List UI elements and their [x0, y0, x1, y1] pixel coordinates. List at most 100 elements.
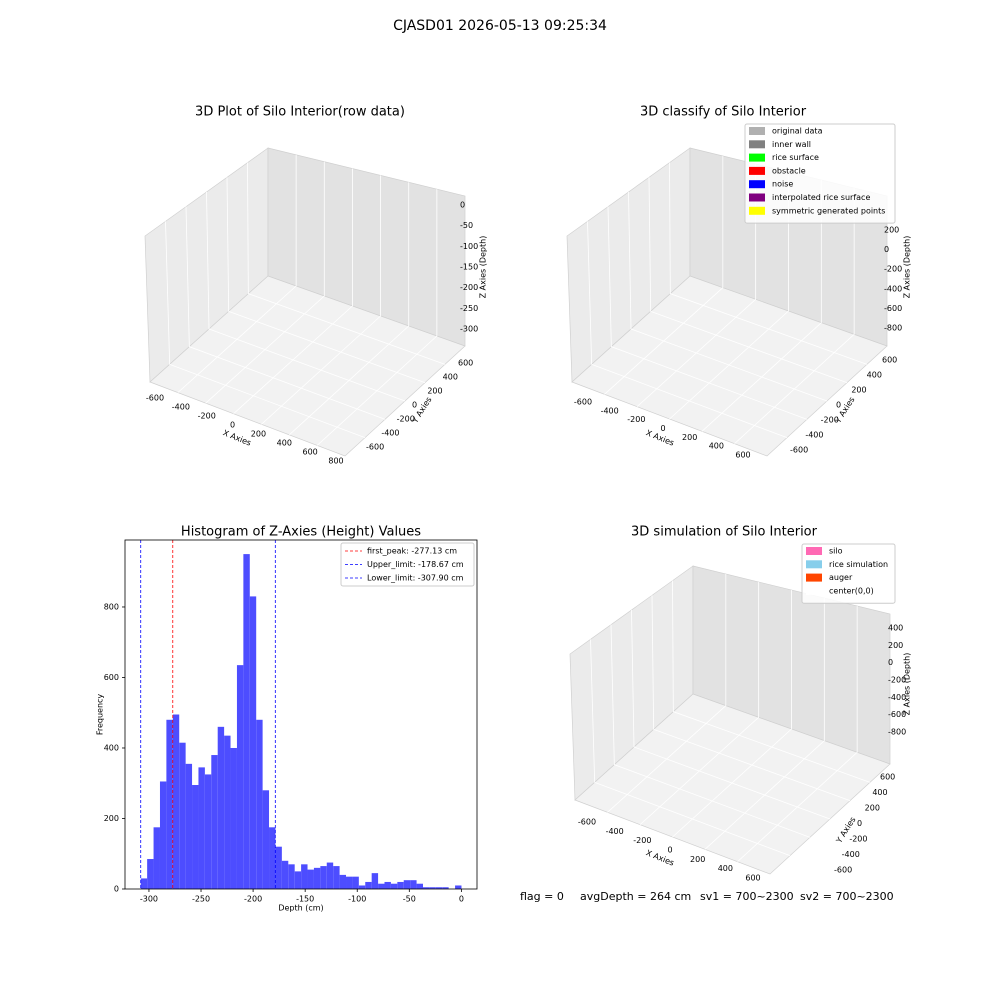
x-tick-label: 200: [682, 433, 697, 442]
grid-line: [206, 191, 406, 402]
y-tick-label: 200: [427, 387, 442, 396]
legend-swatch: [749, 180, 765, 189]
legend-label: silo: [829, 547, 843, 556]
grid-line: [587, 221, 788, 439]
bar: [281, 860, 289, 889]
bar: [256, 719, 263, 889]
bar: [153, 827, 160, 889]
grid-line: [185, 206, 386, 420]
bar: [307, 869, 314, 889]
chart-title: 3D simulation of Silo Interior: [631, 525, 818, 540]
x-tick-label: 200: [251, 430, 266, 439]
y-tick-label: 400: [872, 788, 887, 797]
chart-title: 3D Plot of Silo Interior(row data): [195, 105, 405, 120]
bar: [442, 887, 449, 889]
z-tick-label: -600: [888, 710, 906, 719]
axis-label: Z Axies (Depth): [903, 653, 912, 716]
bar: [358, 885, 366, 889]
legend-swatch: [806, 547, 822, 555]
figure-title: CJASD01 2026-05-13 09:25:34: [393, 18, 607, 34]
bar: [397, 881, 404, 889]
legend-swatch: [806, 586, 822, 595]
bar: [301, 864, 308, 889]
grid-line: [669, 162, 868, 365]
bar: [346, 876, 353, 889]
z-tick-label: -400: [888, 693, 906, 702]
status-text: sv1 = 700~2300: [700, 890, 794, 903]
x-tick-label: -300: [140, 895, 158, 904]
bar: [236, 665, 244, 889]
bar: [249, 596, 257, 889]
x-tick-label: -200: [627, 415, 645, 424]
legend-box: [801, 543, 896, 604]
bar: [275, 846, 282, 889]
z-tick-label: -800: [884, 324, 902, 333]
z-tick-label: 200: [884, 226, 899, 235]
legend-label: obstacle: [772, 166, 806, 175]
bar: [269, 827, 276, 889]
bar: [339, 874, 347, 889]
z-tick-label: -200: [888, 676, 906, 685]
bar: [288, 864, 295, 889]
z-tick-label: -600: [884, 304, 902, 313]
y-tick-label: 200: [865, 804, 880, 813]
legend-label: center(0,0): [829, 586, 874, 595]
legend-label: rice simulation: [829, 560, 888, 569]
z-tick-label: 0: [460, 201, 465, 210]
bar: [422, 887, 430, 889]
x-tick-label: 600: [303, 448, 318, 457]
y-tick-label: -400: [805, 431, 823, 440]
y-tick-label: -200: [821, 416, 839, 425]
bar: [192, 785, 199, 889]
legend-swatch: [749, 166, 765, 175]
bar: [224, 735, 231, 889]
legend-label: Lower_limit: -307.90 cm: [367, 574, 464, 583]
bar: [326, 862, 334, 889]
z-tick-label: 0: [884, 245, 889, 254]
bar: [198, 767, 205, 889]
x-tick-label: 0: [667, 846, 672, 855]
x-tick-label: -600: [146, 394, 164, 403]
x-tick-label: 400: [718, 864, 733, 873]
grid-line: [628, 191, 828, 402]
legend-swatch: [749, 206, 765, 215]
y-tick-label: -400: [842, 850, 860, 859]
legend-swatch: [806, 560, 822, 569]
x-tick-label: 0: [459, 895, 464, 904]
x-tick-label: -600: [578, 818, 596, 827]
grid-line: [165, 221, 366, 439]
legend-label: symmetric generated points: [772, 206, 885, 215]
bar: [204, 774, 212, 889]
bar: [416, 883, 423, 889]
bar: [352, 876, 359, 889]
grid-line: [607, 206, 808, 420]
x-tick-label: -600: [574, 398, 592, 407]
legend-swatch: [749, 127, 765, 135]
bar: [320, 866, 327, 889]
y-tick-label: 400: [443, 373, 458, 382]
y-tick-label: 0: [836, 401, 841, 410]
x-tick-label: 600: [745, 874, 760, 883]
bar: [262, 790, 270, 889]
z-tick-label: -100: [460, 242, 478, 251]
z-tick-label: 0: [888, 658, 893, 667]
x-tick-label: 400: [709, 442, 724, 451]
x-tick-label: 600: [735, 451, 750, 460]
y-tick-label: 0: [412, 401, 417, 410]
legend-label: inner wall: [772, 140, 811, 149]
axis-label: Z Axies (Depth): [903, 236, 912, 299]
bar: [172, 714, 180, 889]
z-tick-label: -200: [884, 265, 902, 274]
status-text: flag = 0: [520, 890, 564, 903]
y-tick-label: -200: [849, 835, 867, 844]
grid-line: [590, 639, 791, 857]
x-tick-label: -200: [633, 836, 651, 845]
z-tick-label: -400: [884, 284, 902, 293]
bar: [365, 881, 372, 889]
z-tick-label: -150: [460, 263, 478, 272]
x-tick-label: -50: [403, 895, 416, 904]
z-tick-label: 200: [888, 641, 903, 650]
bar: [294, 871, 302, 889]
bar: [371, 873, 379, 889]
